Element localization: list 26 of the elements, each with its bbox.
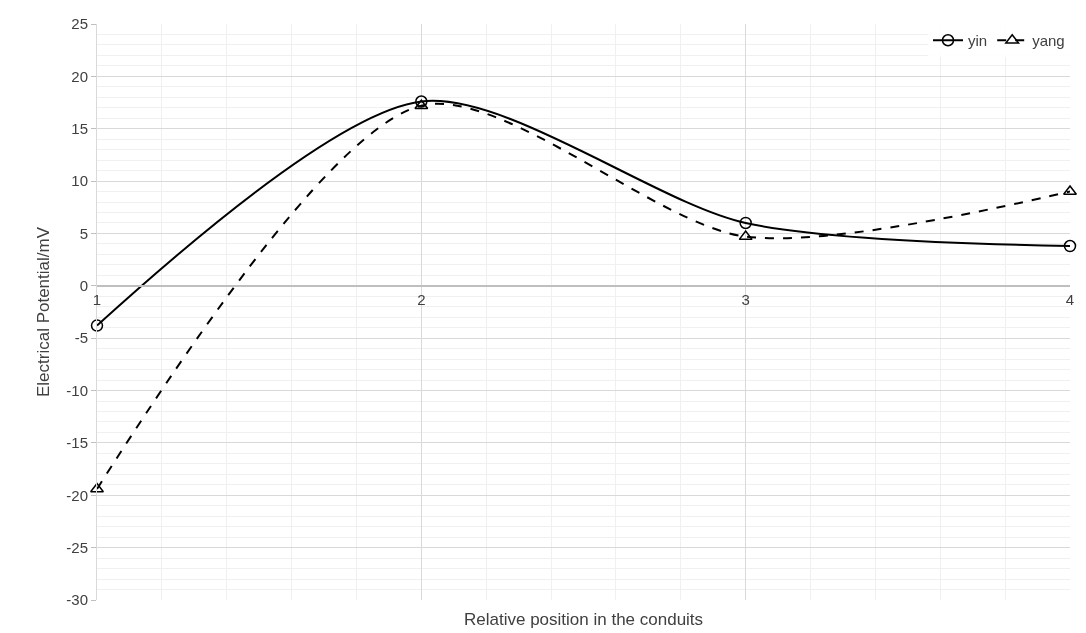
x-tick-label: 4 bbox=[1065, 290, 1075, 308]
y-axis-title: Electrical Potential/mV bbox=[33, 226, 53, 398]
legend-label: yin bbox=[968, 32, 988, 50]
x-tick-label: 1 bbox=[92, 290, 102, 308]
point bbox=[90, 319, 104, 332]
y-tick-label: 20 bbox=[71, 67, 88, 85]
legend-label: yang bbox=[1032, 32, 1065, 50]
x-axis-title: Relative position in the conduits bbox=[464, 610, 704, 629]
y-tick-label: 25 bbox=[71, 15, 88, 33]
y-tick-label: 5 bbox=[79, 224, 88, 242]
y-tick-label: 10 bbox=[71, 172, 88, 190]
x-tick-label: 2 bbox=[417, 290, 426, 308]
x-tick-label: 3 bbox=[741, 290, 750, 308]
y-tick-label: 0 bbox=[79, 277, 88, 295]
point bbox=[739, 216, 752, 230]
y-tick-label: -25 bbox=[66, 538, 88, 556]
point bbox=[738, 230, 753, 241]
y-tick-label: 15 bbox=[71, 119, 88, 137]
y-tick-label: -5 bbox=[74, 329, 88, 347]
point bbox=[415, 95, 428, 108]
y-tick-label: -30 bbox=[66, 591, 88, 609]
y-tick-label: -10 bbox=[66, 381, 88, 399]
y-tick-label: -20 bbox=[66, 486, 88, 504]
point bbox=[414, 99, 429, 110]
point bbox=[1063, 239, 1077, 253]
y-tick-label: -15 bbox=[66, 434, 88, 452]
